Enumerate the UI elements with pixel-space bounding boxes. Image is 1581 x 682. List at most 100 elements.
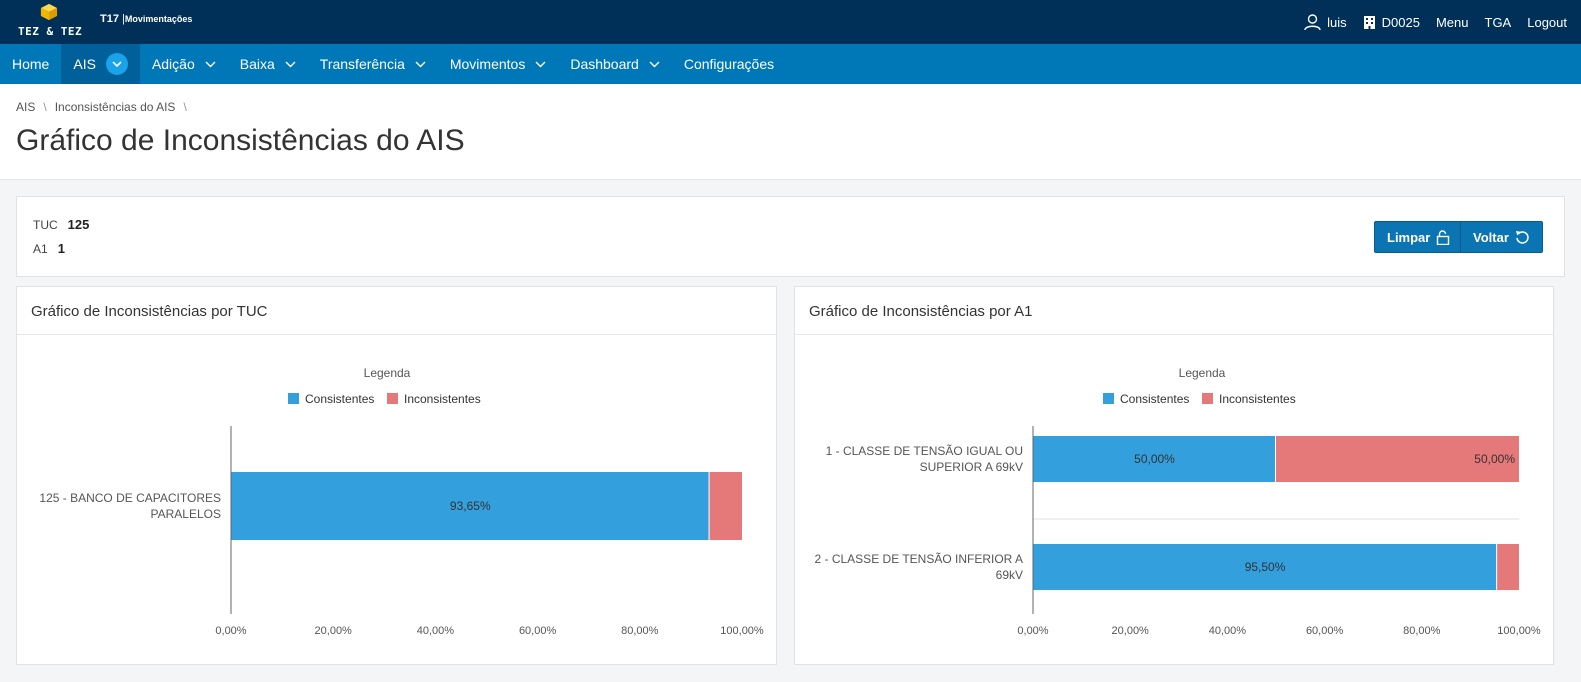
a1-field: A1 1 [33,241,65,256]
nav-transferencia-label: Transferência [319,56,405,72]
breadcrumb-separator: \ [183,100,187,114]
category-label: 69kV [996,568,1023,582]
chevron-down-icon [205,61,216,68]
legend-title: Legenda [1179,366,1226,380]
limpar-button[interactable]: Limpar [1374,221,1466,253]
x-tick-label: 20,00% [315,625,353,637]
unit-link[interactable]: D0025 [1363,15,1420,30]
voltar-label: Voltar [1473,229,1509,245]
menu-link[interactable]: Menu [1435,14,1469,30]
chevron-down-icon [649,61,660,68]
legend-swatch-consistentes[interactable] [1103,393,1114,404]
top-bar: TEZ & TEZ T17 |Movimentações luis D0025 [0,0,1581,44]
logo-text: TEZ & TEZ [18,25,83,38]
nav-adicao[interactable]: Adição [140,44,228,84]
bar-consistentes-1[interactable] [1033,544,1497,590]
chart-card-tuc: Gráfico de Inconsistências por TUC Legen… [16,286,777,665]
x-tick-label: 60,00% [1306,625,1344,637]
app-code: T17 |Movimentações [100,13,192,25]
bar-value-label: 50,00% [1474,452,1515,466]
x-tick-label: 60,00% [519,625,557,637]
user-name: luis [1327,14,1347,30]
chart-tuc: Legenda Consistentes Inconsistentes 93,65% 1… [39,366,764,637]
logout-link[interactable]: Logout [1527,14,1567,30]
limpar-label: Limpar [1387,229,1431,245]
x-tick-label: 40,00% [417,625,455,637]
nav-dashboard-label: Dashboard [570,56,639,72]
nav-configuracoes-label: Configurações [683,56,775,72]
user-icon [1304,13,1321,30]
unlock-icon [1437,229,1450,245]
nav-movimentos-label: Movimentos [449,56,526,72]
bar-inconsistentes-0[interactable] [709,472,742,540]
x-tick-label: 0,00% [1017,625,1048,637]
category-label: SUPERIOR A 69kV [920,460,1023,474]
chart-title-a1: Gráfico de Inconsistências por A1 [795,287,1553,335]
nav-home[interactable]: Home [0,44,61,84]
org-link[interactable]: TGA [1484,14,1512,30]
bar-value-label: 93,65% [450,499,491,513]
main-nav: Home AIS Adição Baixa Transferência Movi… [0,44,1581,84]
a1-value: 1 [57,241,65,256]
legend-title: Legenda [364,366,411,380]
category-label: 125 - BANCO DE CAPACITORES [39,491,221,505]
x-tick-label: 100,00% [720,625,764,637]
category-label: 1 - CLASSE DE TENSÃO IGUAL OU [826,444,1023,458]
bar-inconsistentes-1[interactable] [1497,544,1519,590]
app-name: Movimentações [124,14,193,24]
x-tick-label: 0,00% [215,625,246,637]
x-tick-label: 80,00% [1403,625,1441,637]
x-tick-label: 100,00% [1497,625,1541,637]
legend-label-consistentes[interactable]: Consistentes [1120,392,1189,406]
x-tick-label: 80,00% [621,625,659,637]
building-icon [1363,15,1375,29]
app-code-label: T17 [100,13,119,25]
nav-transferencia[interactable]: Transferência [308,44,438,84]
bar-consistentes-0[interactable] [231,472,709,540]
bar-consistentes-0[interactable] [1033,436,1275,482]
nav-home-label: Home [12,56,50,72]
chevron-down-icon [285,61,296,68]
legend-swatch-inconsistentes[interactable] [1202,393,1213,404]
bar-value-label: 95,50% [1245,560,1286,574]
breadcrumb: AIS \ Inconsistências do AIS \ [16,100,1565,114]
user-area: luis D0025 Menu TGA Logout [1304,13,1567,31]
nav-movimentos[interactable]: Movimentos [438,44,558,84]
nav-adicao-label: Adição [151,56,195,72]
chevron-down-icon [415,61,426,68]
chevron-down-icon[interactable] [105,53,128,75]
tuc-value: 125 [67,217,90,232]
logo[interactable]: TEZ & TEZ [18,0,88,44]
breadcrumb-separator: \ [43,100,47,114]
nav-baixa[interactable]: Baixa [228,44,308,84]
nav-baixa-label: Baixa [239,56,275,72]
breadcrumb-item-ais[interactable]: AIS [16,100,36,114]
page-header: AIS \ Inconsistências do AIS \ Gráfico d… [0,84,1581,180]
category-label: PARALELOS [151,507,221,521]
cube-icon [40,3,58,21]
legend-swatch-inconsistentes[interactable] [387,393,398,404]
chevron-down-icon [535,61,546,68]
legend-label-consistentes[interactable]: Consistentes [305,392,374,406]
unit-code: D0025 [1381,14,1420,30]
legend-label-inconsistentes[interactable]: Inconsistentes [404,392,481,406]
nav-configuracoes[interactable]: Configurações [672,44,786,84]
filter-card: TUC 125 A1 1 Limpar Voltar [16,196,1565,277]
breadcrumb-item-inconsistencias[interactable]: Inconsistências do AIS [54,100,176,114]
tuc-label: TUC [33,218,58,232]
legend-swatch-consistentes[interactable] [288,393,299,404]
category-label: 2 - CLASSE DE TENSÃO INFERIOR A [815,552,1024,566]
nav-ais-label: AIS [73,56,96,72]
x-tick-label: 40,00% [1209,625,1247,637]
nav-dashboard[interactable]: Dashboard [558,44,672,84]
brand[interactable]: TEZ & TEZ T17 |Movimentações [18,0,192,44]
chart-card-a1: Gráfico de Inconsistências por A1 Legend… [794,286,1554,665]
user-link[interactable]: luis [1304,13,1347,31]
voltar-button[interactable]: Voltar [1460,221,1543,253]
legend-label-inconsistentes[interactable]: Inconsistentes [1219,392,1296,406]
bar-inconsistentes-0[interactable] [1276,436,1519,482]
a1-label: A1 [33,242,48,256]
tuc-field: TUC 125 [33,217,89,232]
nav-ais[interactable]: AIS [61,44,140,84]
bar-value-label: 50,00% [1134,452,1175,466]
